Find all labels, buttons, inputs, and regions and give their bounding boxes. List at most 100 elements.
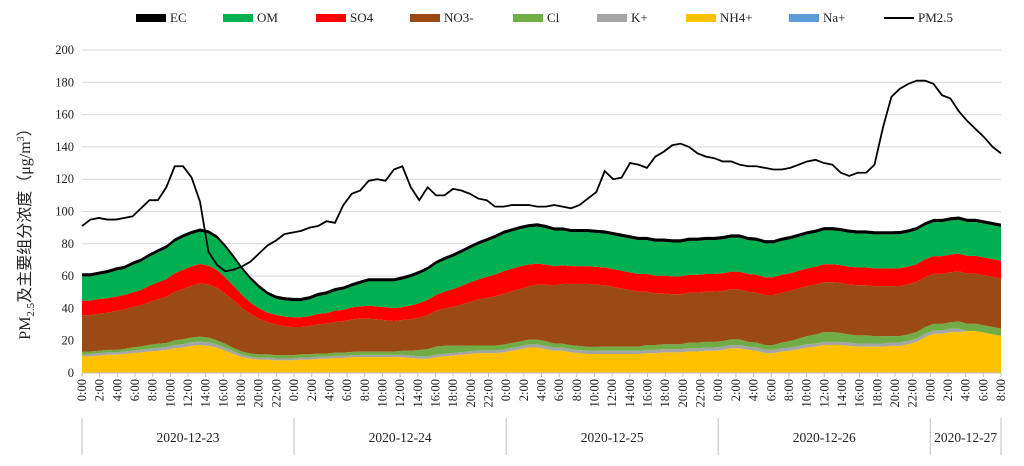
x-tick-label: 2:00 bbox=[305, 379, 319, 401]
x-tick-label: 8:00 bbox=[146, 379, 160, 401]
x-tick-label: 4:00 bbox=[110, 379, 124, 401]
x-tick-label: 8:00 bbox=[782, 379, 796, 401]
x-tick-label: 18:00 bbox=[870, 379, 884, 407]
x-tick-label: 4:00 bbox=[747, 379, 761, 401]
x-tick-label: 14:00 bbox=[199, 379, 213, 407]
date-label: 2020-12-26 bbox=[793, 430, 856, 445]
date-label: 2020-12-24 bbox=[369, 430, 432, 445]
date-label: 2020-12-27 bbox=[934, 430, 997, 445]
x-tick-label: 16:00 bbox=[428, 379, 442, 407]
x-tick-label: 0:00 bbox=[75, 379, 89, 401]
legend-item: Cl bbox=[513, 10, 560, 25]
x-tick-label: 22:00 bbox=[906, 379, 920, 407]
x-tick-label: 10:00 bbox=[800, 379, 814, 407]
legend: EC OM SO4 NO3- Cl K+ NH4+ Na+ PM2.5 bbox=[136, 10, 953, 25]
legend-label: OM bbox=[257, 10, 278, 25]
x-tick-label: 14:00 bbox=[411, 379, 425, 407]
x-tick-label: 20:00 bbox=[464, 379, 478, 407]
legend-item: OM bbox=[223, 10, 278, 25]
y-tick-label: 140 bbox=[55, 140, 74, 154]
x-tick-label: 22:00 bbox=[269, 379, 283, 407]
x-tick-label: 12:00 bbox=[817, 379, 831, 407]
x-tick-label: 8:00 bbox=[570, 379, 584, 401]
y-tick-label: 160 bbox=[55, 108, 74, 122]
x-tick-label: 16:00 bbox=[216, 379, 230, 407]
legend-swatch bbox=[789, 14, 819, 22]
x-tick-label: 4:00 bbox=[535, 379, 549, 401]
x-tick-label: 14:00 bbox=[623, 379, 637, 407]
x-tick-label: 0:00 bbox=[499, 379, 513, 401]
x-tick-label: 2:00 bbox=[729, 379, 743, 401]
x-tick-label: 20:00 bbox=[676, 379, 690, 407]
x-tick-label: 12:00 bbox=[181, 379, 195, 407]
x-tick-label: 12:00 bbox=[605, 379, 619, 407]
legend-swatch bbox=[597, 14, 627, 22]
x-tick-label: 20:00 bbox=[252, 379, 266, 407]
legend-label: Na+ bbox=[823, 10, 846, 25]
x-tick-label: 8:00 bbox=[358, 379, 372, 401]
legend-label: EC bbox=[170, 10, 187, 25]
legend-label: PM2.5 bbox=[918, 10, 953, 25]
x-tick-label: 22:00 bbox=[694, 379, 708, 407]
x-tick-label: 14:00 bbox=[835, 379, 849, 407]
x-tick-label: 16:00 bbox=[641, 379, 655, 407]
legend-swatch bbox=[513, 14, 543, 22]
legend-label: K+ bbox=[631, 10, 648, 25]
legend-swatch bbox=[316, 14, 346, 22]
legend-label: Cl bbox=[547, 10, 560, 25]
legend-item: K+ bbox=[597, 10, 648, 25]
x-tick-label: 4:00 bbox=[959, 379, 973, 401]
x-tick-label: 10:00 bbox=[588, 379, 602, 407]
date-label: 2020-12-25 bbox=[581, 430, 644, 445]
legend-swatch bbox=[686, 14, 716, 22]
y-tick-label: 180 bbox=[55, 75, 74, 89]
x-tick-label: 6:00 bbox=[128, 379, 142, 401]
x-tick-label: 8:00 bbox=[994, 379, 1008, 401]
legend-item: PM2.5 bbox=[884, 10, 953, 25]
x-tick-label: 6:00 bbox=[552, 379, 566, 401]
y-tick-label: 0 bbox=[68, 366, 74, 380]
y-tick-label: 20 bbox=[62, 334, 75, 348]
stacked-areas bbox=[82, 217, 1001, 373]
legend-item: EC bbox=[136, 10, 187, 25]
legend-label: NH4+ bbox=[720, 10, 753, 25]
legend-swatch bbox=[410, 14, 440, 22]
legend-item: Na+ bbox=[789, 10, 846, 25]
legend-item: NH4+ bbox=[686, 10, 753, 25]
x-tick-label: 16:00 bbox=[853, 379, 867, 407]
y-tick-label: 60 bbox=[62, 269, 75, 283]
x-tick-label: 18:00 bbox=[234, 379, 248, 407]
x-tick-label: 2:00 bbox=[941, 379, 955, 401]
x-tick-label: 10:00 bbox=[375, 379, 389, 407]
x-tick-label: 20:00 bbox=[888, 379, 902, 407]
y-tick-label: 40 bbox=[62, 301, 75, 315]
x-tick-label: 22:00 bbox=[481, 379, 495, 407]
x-tick-label: 18:00 bbox=[446, 379, 460, 407]
y-axis-label: PM2.5及主要组分浓度（μg/m3） bbox=[16, 120, 37, 339]
y-tick-label: 120 bbox=[55, 172, 74, 186]
x-tick-label: 12:00 bbox=[393, 379, 407, 407]
x-tick-label: 2:00 bbox=[517, 379, 531, 401]
legend-swatch bbox=[136, 14, 166, 22]
legend-swatch bbox=[223, 14, 253, 22]
x-tick-label: 0:00 bbox=[923, 379, 937, 401]
x-tick-label: 4:00 bbox=[322, 379, 336, 401]
x-tick-label: 2:00 bbox=[93, 379, 107, 401]
y-tick-label: 80 bbox=[62, 237, 75, 251]
y-tick-label: 100 bbox=[55, 205, 74, 219]
legend-item: NO3- bbox=[410, 10, 474, 25]
x-tick-label: 10:00 bbox=[163, 379, 177, 407]
x-tick-label: 6:00 bbox=[764, 379, 778, 401]
y-tick-label: 200 bbox=[55, 43, 74, 57]
legend-item: SO4 bbox=[316, 10, 374, 25]
date-label: 2020-12-23 bbox=[157, 430, 220, 445]
legend-label: NO3- bbox=[444, 10, 474, 25]
x-tick-label: 18:00 bbox=[658, 379, 672, 407]
legend-label: SO4 bbox=[350, 10, 374, 25]
x-tick-label: 0:00 bbox=[711, 379, 725, 401]
x-tick-label: 6:00 bbox=[976, 379, 990, 401]
x-tick-label: 6:00 bbox=[340, 379, 354, 401]
x-tick-label: 0:00 bbox=[287, 379, 301, 401]
